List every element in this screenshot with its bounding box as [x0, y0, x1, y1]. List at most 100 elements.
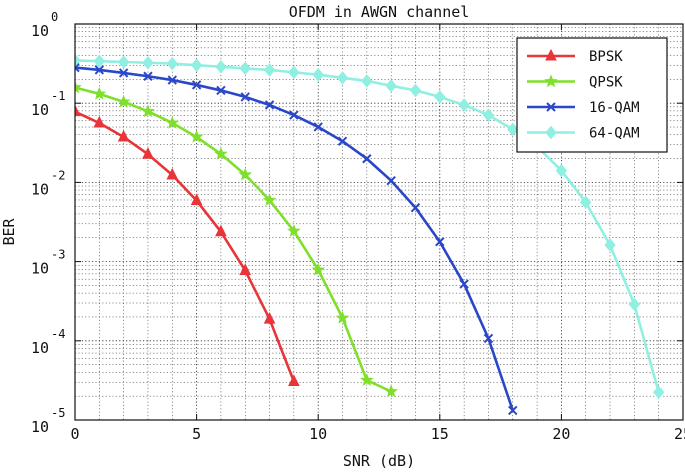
data-point [143, 71, 153, 81]
data-point [653, 385, 665, 400]
data-point [312, 67, 324, 82]
y-axis-label: BER [0, 217, 18, 245]
y-tick-label-base: 10 [31, 180, 49, 198]
data-point [385, 78, 397, 93]
data-point [118, 68, 129, 78]
data-point [215, 224, 227, 237]
data-point [313, 122, 323, 132]
data-point [459, 279, 469, 289]
y-tick-label-base: 10 [31, 418, 49, 436]
data-point [580, 195, 592, 210]
data-point [360, 373, 374, 386]
data-point [362, 154, 372, 164]
series-line [75, 110, 296, 383]
data-point [239, 61, 251, 76]
data-point [335, 310, 350, 324]
data-point [288, 65, 300, 80]
legend-item: QPSK [527, 74, 623, 91]
data-point [216, 85, 226, 96]
data-point [337, 136, 348, 146]
data-point [167, 75, 177, 85]
x-ticks: 0 5 10 15 20 25 [70, 24, 685, 443]
data-point [262, 193, 277, 206]
legend: BPSK QPSK 16-QAM 64-QAM [516, 37, 668, 153]
data-point [458, 98, 470, 112]
data-point [215, 60, 227, 74]
x-tick-label: 0 [70, 425, 79, 443]
data-point [165, 115, 180, 129]
data-point [94, 65, 105, 75]
data-point [238, 167, 252, 181]
y-tick-label-exponent: -5 [51, 406, 65, 420]
legend-item: BPSK [527, 48, 623, 65]
legend-label: QPSK [589, 75, 623, 91]
data-point [117, 55, 130, 69]
legend-item: 16-QAM [527, 100, 640, 116]
data-point [288, 374, 300, 387]
data-point [92, 86, 107, 100]
data-point [75, 62, 80, 73]
series-layer [75, 53, 665, 416]
data-point [264, 100, 275, 110]
data-point [166, 56, 178, 71]
y-tick-label-exponent: -2 [51, 168, 65, 182]
x-axis-label: SNR (dB) [343, 452, 415, 470]
data-point [604, 238, 616, 252]
data-point [190, 58, 203, 72]
data-point [190, 193, 203, 206]
data-point [75, 80, 82, 94]
data-point [361, 74, 373, 88]
y-tick-label-base: 10 [31, 339, 49, 357]
series-line [75, 86, 392, 393]
data-point [435, 237, 445, 247]
data-point [75, 104, 81, 117]
x-tick-label: 5 [192, 425, 201, 443]
data-point [508, 405, 518, 416]
data-point [434, 90, 446, 104]
data-point [386, 176, 396, 186]
data-point [142, 55, 154, 70]
data-point [141, 104, 155, 118]
data-point [263, 63, 276, 77]
y-tick-label-base: 10 [31, 260, 49, 278]
y-tick-label-exponent: 0 [51, 10, 58, 24]
data-point [409, 83, 422, 98]
data-point [93, 54, 105, 68]
data-point [546, 102, 556, 112]
x-tick-label: 25 [674, 425, 685, 443]
data-point [214, 146, 228, 160]
data-point [311, 262, 325, 276]
data-point [545, 48, 557, 61]
data-point [544, 74, 558, 88]
legend-label: 16-QAM [589, 100, 640, 116]
data-point [410, 203, 421, 213]
data-point [239, 263, 252, 276]
legend-label: BPSK [589, 49, 623, 65]
legend-item: 64-QAM [527, 126, 640, 142]
data-point [483, 333, 494, 344]
data-point [507, 122, 519, 137]
x-tick-label: 20 [552, 425, 570, 443]
data-point [287, 223, 301, 237]
data-point [384, 384, 398, 398]
data-point [116, 94, 131, 108]
y-tick-label-base: 10 [31, 22, 49, 40]
data-point [482, 108, 495, 122]
data-point [545, 125, 557, 140]
data-point [240, 92, 250, 102]
series-16-qam [75, 62, 518, 416]
data-point [336, 71, 349, 85]
data-point [263, 311, 276, 324]
y-tick-label-exponent: -3 [51, 248, 65, 262]
data-point [142, 147, 154, 159]
data-point [628, 297, 641, 312]
data-point [117, 129, 130, 142]
plot-frame [74, 23, 684, 421]
data-point [555, 163, 568, 178]
x-tick-label: 15 [431, 425, 449, 443]
data-point [93, 115, 106, 128]
x-tick-label: 10 [309, 425, 327, 443]
legend-label: 64-QAM [589, 126, 640, 142]
